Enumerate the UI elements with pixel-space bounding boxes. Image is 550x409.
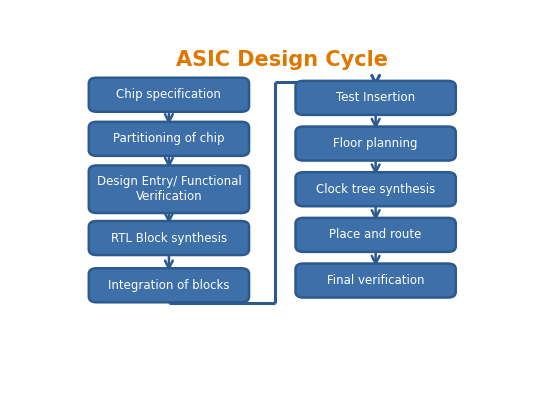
Text: Clock tree synthesis: Clock tree synthesis <box>316 183 435 196</box>
FancyBboxPatch shape <box>295 81 456 115</box>
FancyBboxPatch shape <box>295 172 456 206</box>
Text: Integration of blocks: Integration of blocks <box>108 279 230 292</box>
Text: Test Insertion: Test Insertion <box>336 91 415 104</box>
FancyBboxPatch shape <box>295 126 456 161</box>
FancyBboxPatch shape <box>89 268 249 302</box>
FancyBboxPatch shape <box>89 221 249 255</box>
FancyBboxPatch shape <box>295 218 456 252</box>
FancyBboxPatch shape <box>89 122 249 156</box>
Text: Final verification: Final verification <box>327 274 425 287</box>
Text: ASIC Design Cycle: ASIC Design Cycle <box>176 50 388 70</box>
Text: Place and route: Place and route <box>329 228 422 241</box>
Text: Design Entry/ Functional
Verification: Design Entry/ Functional Verification <box>97 175 241 203</box>
Text: Chip specification: Chip specification <box>117 88 221 101</box>
FancyBboxPatch shape <box>295 263 456 298</box>
Text: Partitioning of chip: Partitioning of chip <box>113 133 224 145</box>
FancyBboxPatch shape <box>89 78 249 112</box>
Text: Floor planning: Floor planning <box>333 137 418 150</box>
Text: RTL Block synthesis: RTL Block synthesis <box>111 231 227 245</box>
FancyBboxPatch shape <box>89 166 249 213</box>
